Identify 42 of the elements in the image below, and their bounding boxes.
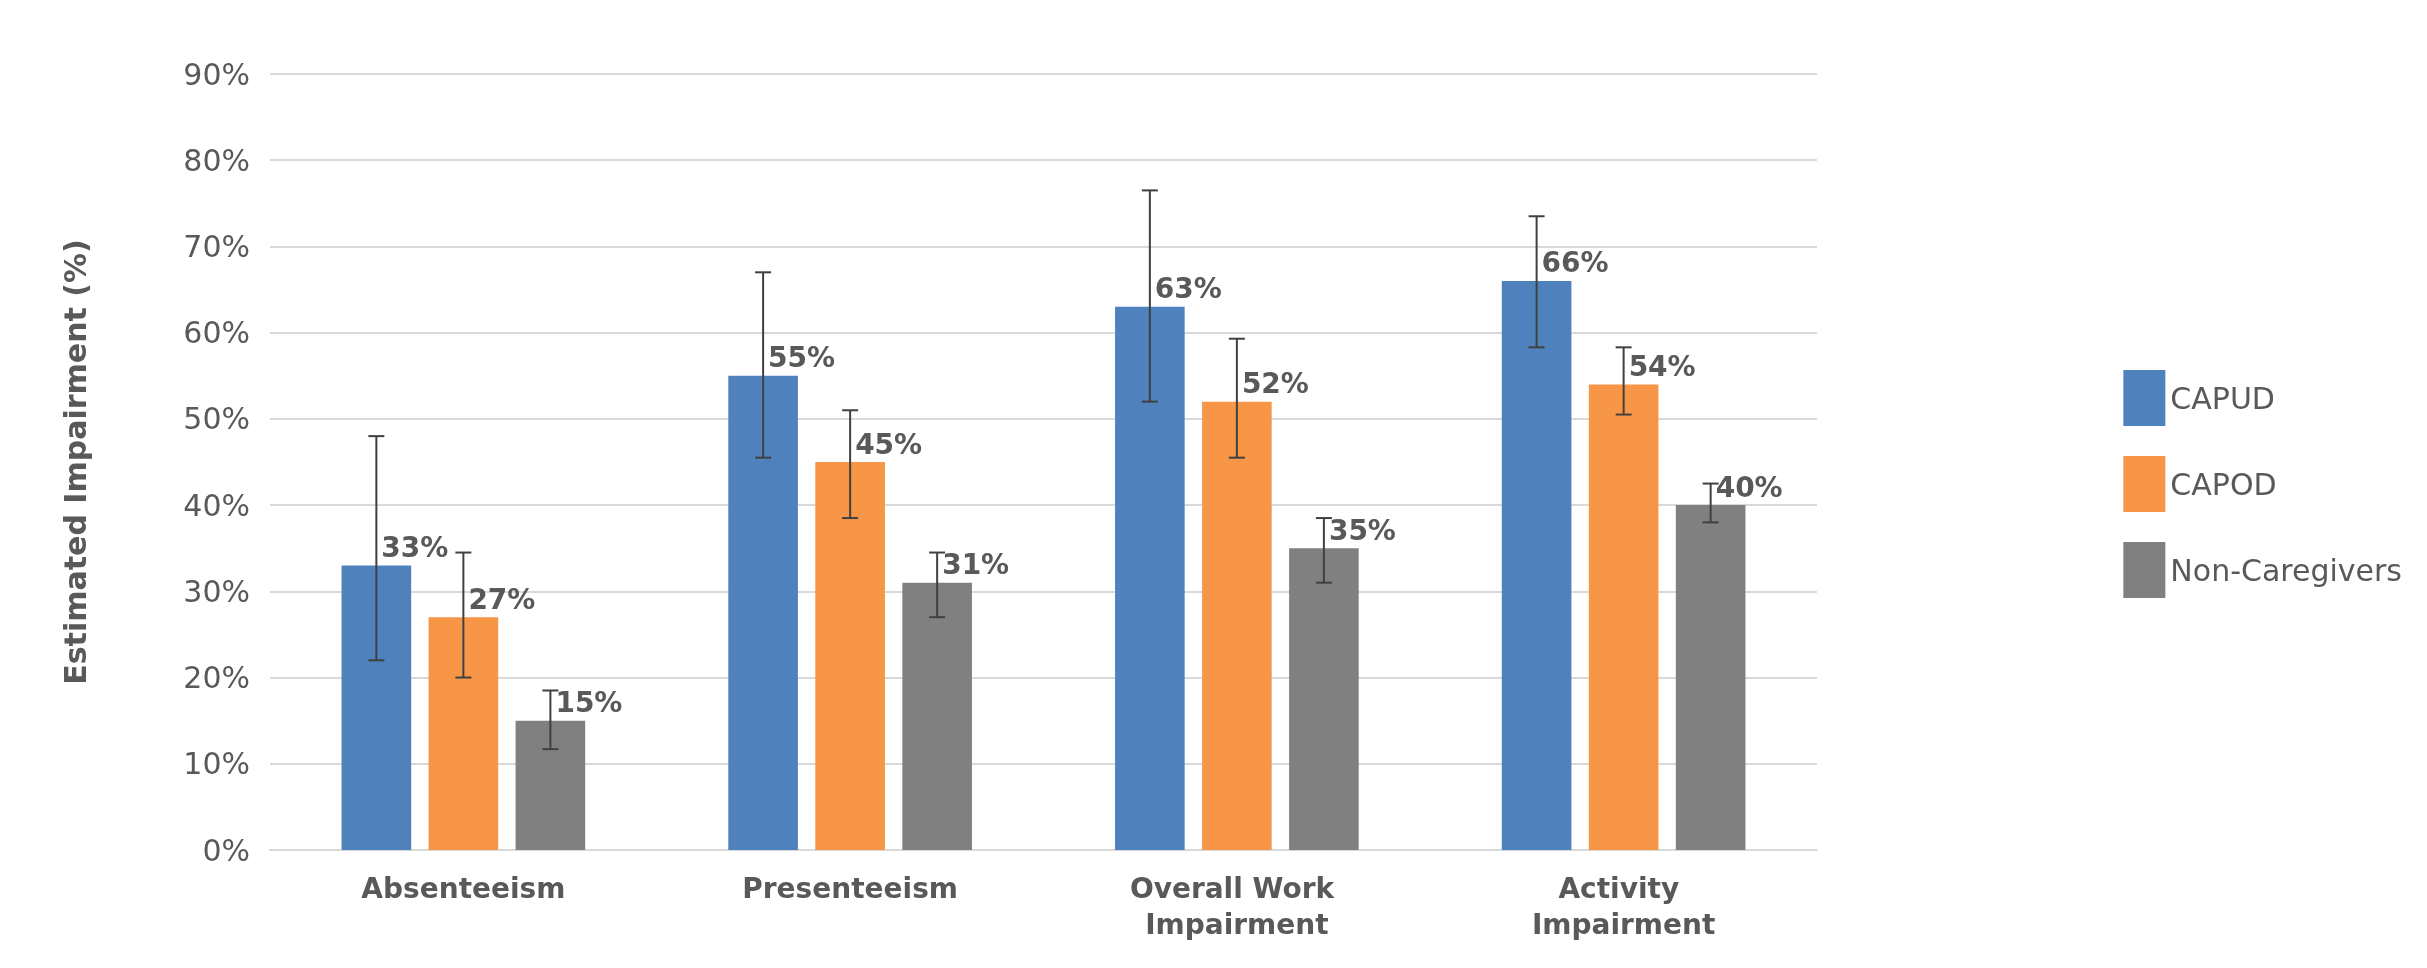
data-label: 52% bbox=[1241, 367, 1309, 401]
x-tick-label: Absenteeism bbox=[361, 871, 566, 905]
data-label: 40% bbox=[1715, 470, 1783, 504]
y-tick-label: 30% bbox=[183, 573, 250, 609]
data-label: 45% bbox=[855, 427, 923, 461]
y-tick-label: 20% bbox=[183, 660, 250, 696]
bar bbox=[902, 582, 972, 850]
y-tick-label: 80% bbox=[183, 142, 250, 178]
y-tick-label: 40% bbox=[183, 487, 250, 523]
data-label: 55% bbox=[768, 341, 836, 375]
data-label: 35% bbox=[1328, 513, 1396, 547]
y-tick-label: 60% bbox=[183, 315, 250, 351]
data-label: 27% bbox=[468, 582, 536, 616]
y-tick-label: 70% bbox=[183, 228, 250, 264]
bar bbox=[515, 720, 586, 850]
x-tick-label: Activity Impairment bbox=[1531, 871, 1716, 941]
y-tick-label: 90% bbox=[183, 56, 250, 92]
bar bbox=[1289, 548, 1359, 850]
y-tick-label: 10% bbox=[183, 746, 250, 782]
data-label: 33% bbox=[381, 530, 449, 564]
legend-label: CAPUD bbox=[2170, 380, 2275, 416]
data-label: 31% bbox=[942, 548, 1010, 582]
bar bbox=[1501, 280, 1572, 850]
legend-label: CAPOD bbox=[2170, 466, 2277, 502]
data-label: 54% bbox=[1628, 349, 1696, 383]
bar bbox=[1202, 401, 1272, 850]
bar bbox=[728, 375, 798, 850]
bar bbox=[1675, 505, 1746, 850]
y-tick-label: 50% bbox=[183, 401, 250, 437]
data-label: 15% bbox=[555, 686, 623, 720]
data-label: 63% bbox=[1154, 272, 1222, 306]
data-label: 66% bbox=[1541, 246, 1609, 280]
bar bbox=[428, 617, 499, 850]
x-tick-label: Presenteeism bbox=[742, 871, 958, 905]
bar bbox=[1115, 306, 1185, 850]
legend-label: Non-Caregivers bbox=[2170, 552, 2403, 588]
bar bbox=[341, 565, 412, 850]
y-axis-title: Estimated Impairment (%) bbox=[57, 239, 93, 685]
bar bbox=[1588, 384, 1659, 850]
y-tick-label: 0% bbox=[202, 832, 250, 868]
x-tick-label: Overall Work Impairment bbox=[1129, 871, 1344, 941]
bar bbox=[815, 462, 885, 850]
